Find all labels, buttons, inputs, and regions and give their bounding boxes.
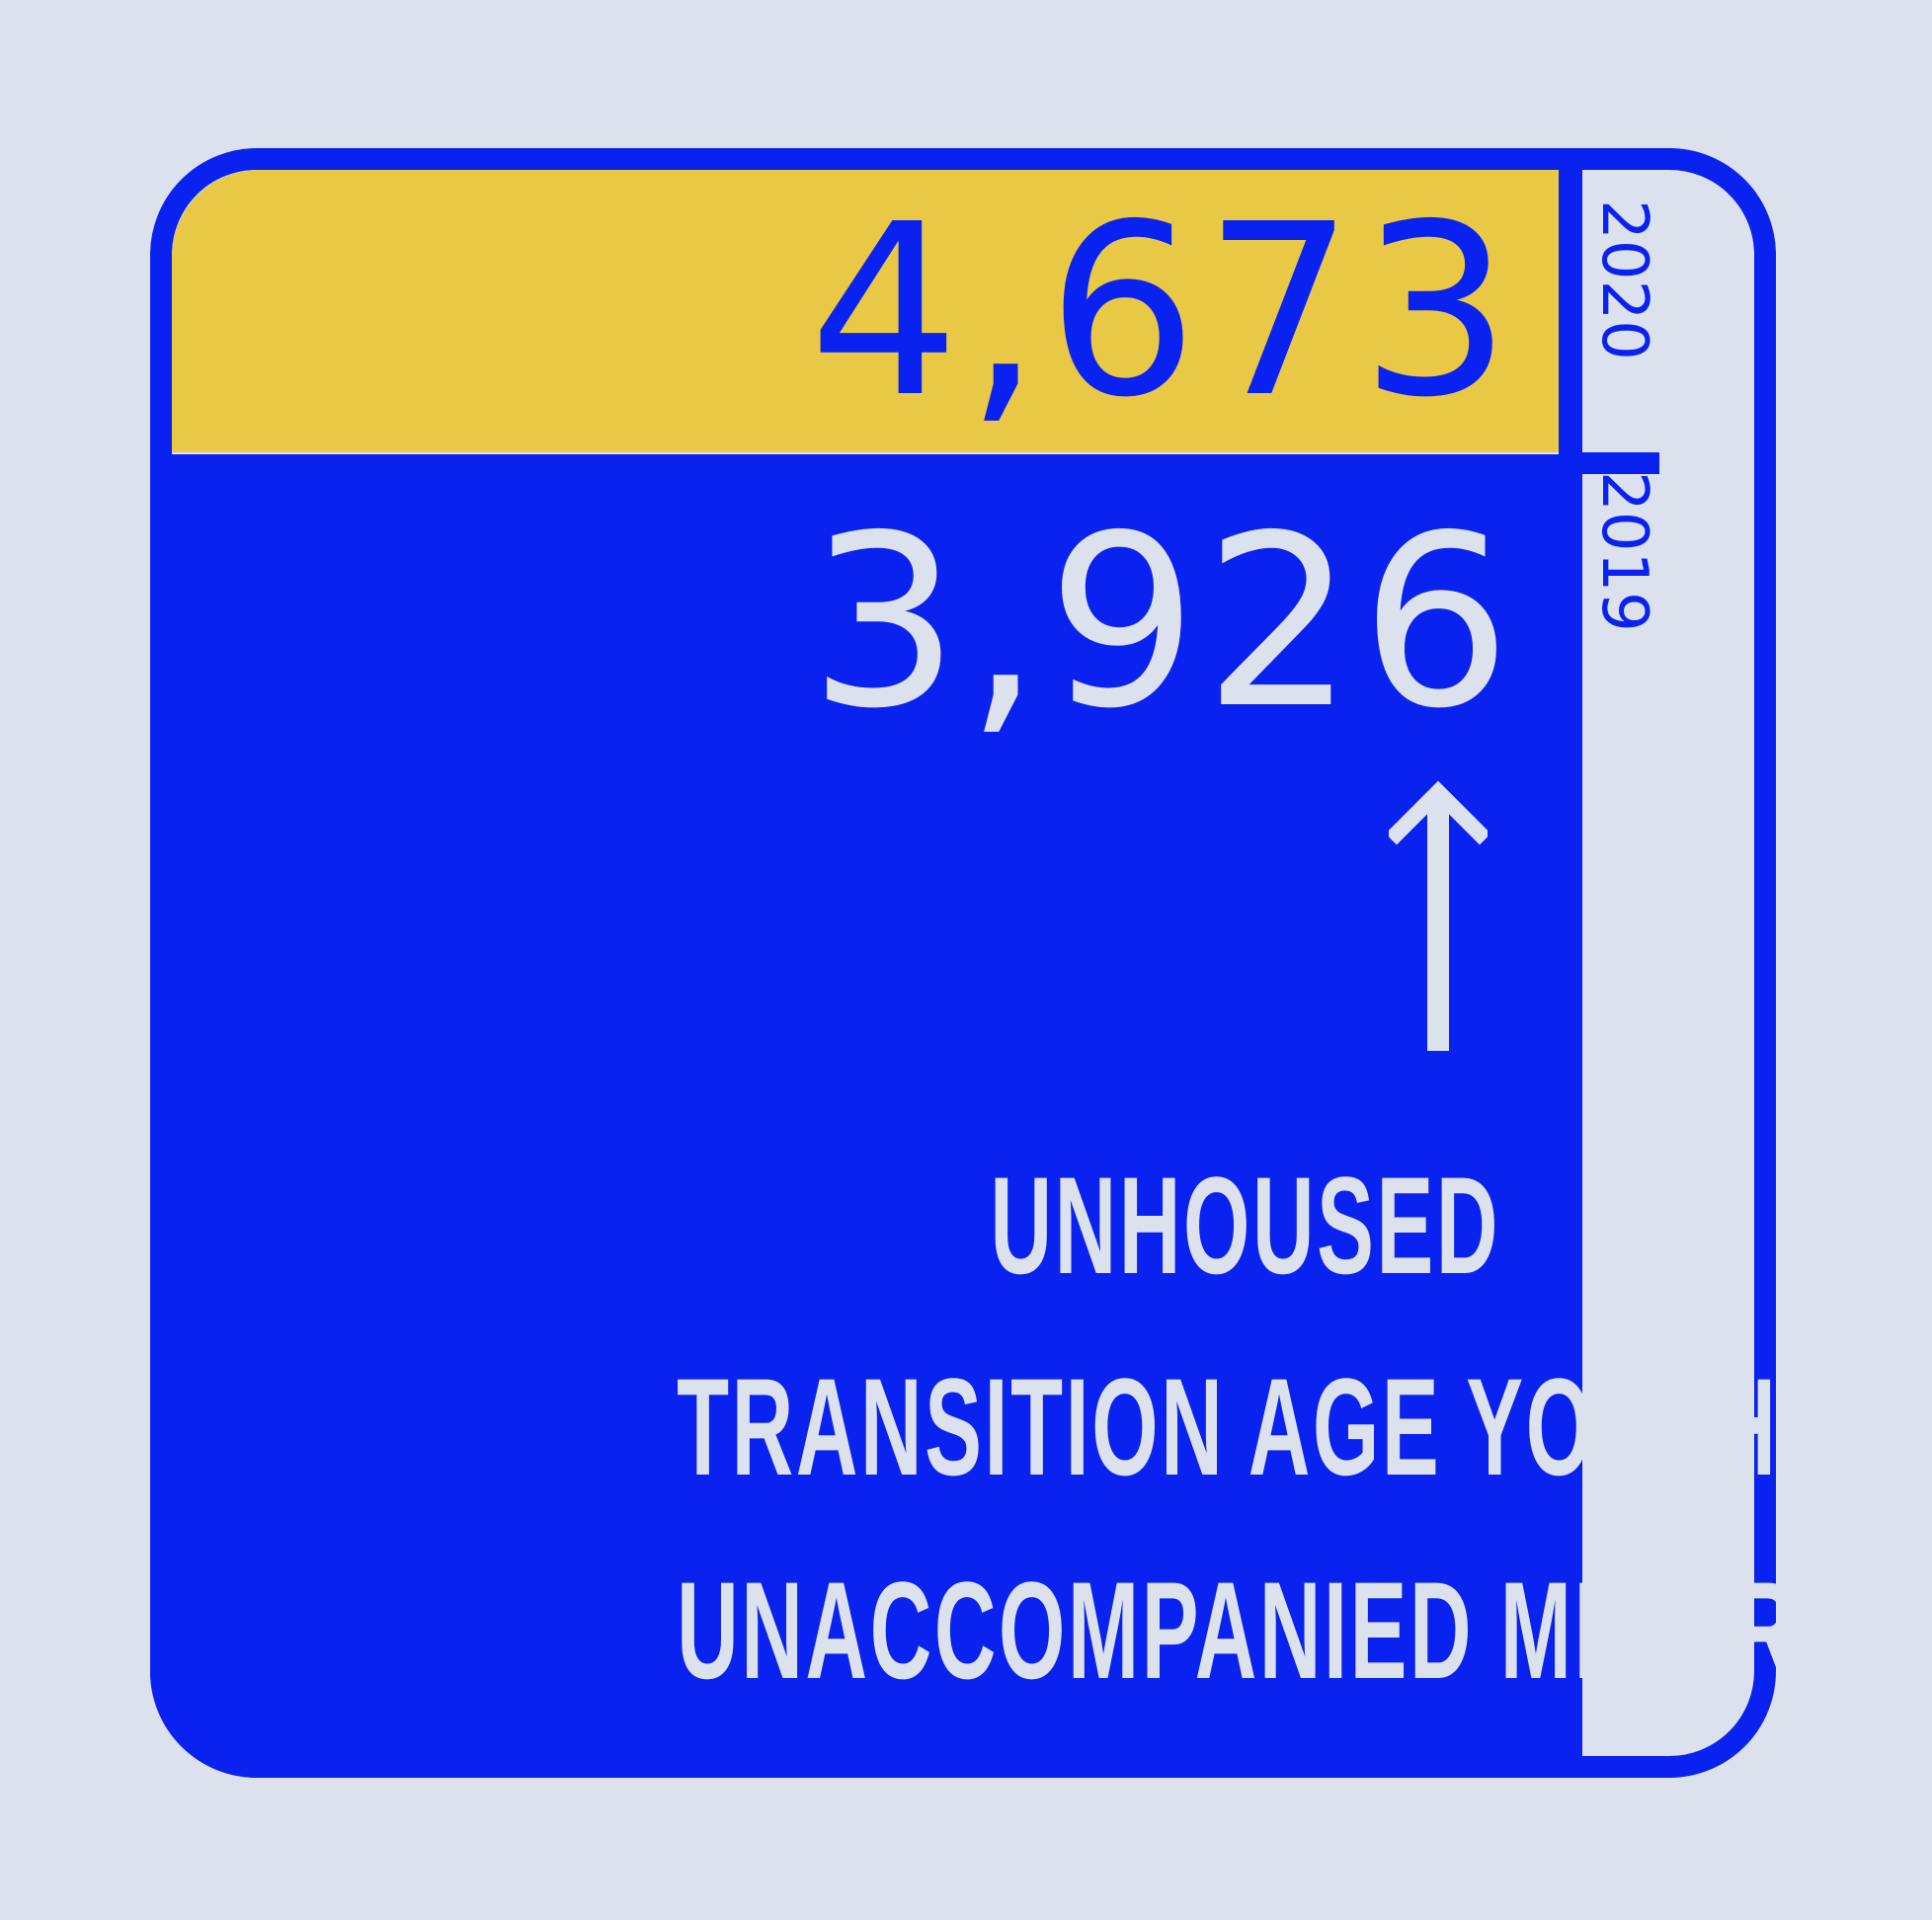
tick-label-2019: 2019 [1587, 471, 1660, 632]
chart-label-line-1: UNHOUSED [990, 1148, 1500, 1303]
data-label-2020: 4,673 [808, 173, 1517, 449]
data-label-2019: 3,926 [808, 484, 1517, 760]
axis-line [1559, 150, 1582, 1758]
chart-label-line-2: TRANSITION AGE YOUTH & [677, 1349, 1870, 1504]
bar-2019 [150, 454, 1582, 1778]
chart-label-line-3: UNACCOMPANIED MINORS [677, 1553, 1858, 1708]
tick-label-2020: 2020 [1587, 200, 1660, 360]
axis-tick-2019 [1559, 452, 1659, 474]
bar-2020 [172, 170, 1559, 452]
up-arrow-icon [1389, 780, 1488, 1051]
